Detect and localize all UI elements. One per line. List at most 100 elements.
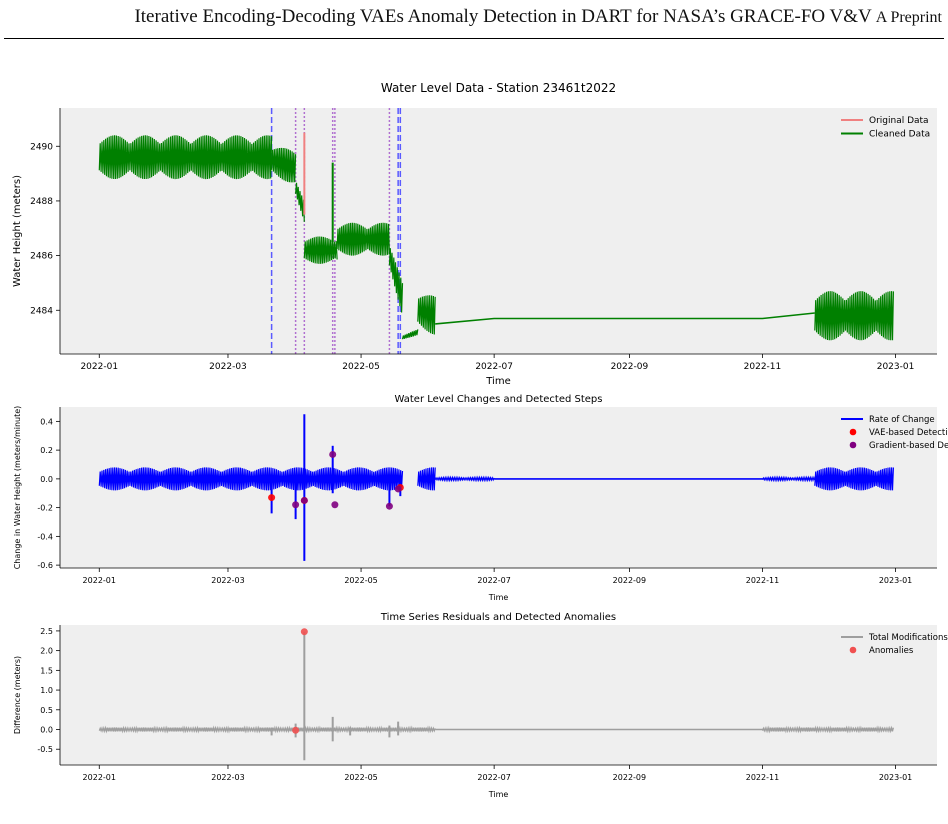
x-tick-label: 2023-01 — [879, 773, 912, 782]
legend-label: Total Modifications — [868, 633, 948, 643]
legend-label: Rate of Change — [869, 415, 935, 425]
data-segment — [401, 329, 419, 340]
legend-label: Gradient-based Detection — [869, 441, 948, 451]
detection-marker — [329, 450, 337, 458]
x-tick-label: 2022-01 — [83, 576, 116, 585]
legend-marker — [849, 441, 857, 449]
plot-area — [60, 625, 937, 765]
running-title-text: Iterative Encoding-Decoding VAEs Anomaly… — [134, 6, 872, 27]
x-tick-label: 2022-03 — [211, 773, 244, 782]
y-tick-label: 2.5 — [40, 627, 53, 636]
data-segment — [814, 467, 894, 491]
y-tick-label: 2490 — [30, 142, 53, 152]
y-axis-label: Difference (meters) — [13, 656, 22, 734]
x-tick-label: 2022-07 — [477, 576, 510, 585]
x-axis-label: Time — [488, 593, 509, 602]
data-segment — [761, 475, 816, 483]
legend-label: Anomalies — [869, 646, 914, 656]
y-tick-label: 2488 — [30, 197, 53, 207]
x-tick-label: 2022-03 — [209, 362, 247, 372]
chart-title: Time Series Residuals and Detected Anoma… — [380, 612, 616, 623]
data-segment — [303, 236, 338, 264]
y-tick-label: 1.0 — [40, 686, 53, 695]
detection-marker — [292, 726, 300, 734]
y-tick-label: -0.6 — [37, 561, 53, 570]
y-tick-label: 2.0 — [40, 647, 53, 656]
plot-area — [60, 407, 937, 568]
running-title: Iterative Encoding-Decoding VAEs Anomaly… — [134, 6, 942, 28]
x-tick-label: 2022-11 — [744, 362, 782, 372]
y-tick-label: 1.5 — [40, 666, 53, 675]
y-tick-label: -0.2 — [37, 504, 53, 513]
x-tick-label: 2022-09 — [611, 362, 649, 372]
y-tick-label: 2484 — [30, 306, 53, 316]
y-axis-label: Water Height (meters) — [12, 175, 23, 287]
y-tick-label: 0.2 — [40, 446, 53, 455]
x-tick-label: 2023-01 — [879, 576, 912, 585]
data-segment — [388, 248, 404, 313]
y-tick-label: 0.5 — [40, 706, 53, 715]
legend-label: VAE-based Detection — [869, 428, 948, 438]
x-tick-label: 2022-01 — [80, 362, 118, 372]
detection-marker — [394, 485, 402, 493]
data-connector — [435, 312, 815, 325]
header-rule — [4, 38, 944, 39]
legend-label: Cleaned Data — [869, 130, 930, 140]
data-segment — [98, 467, 404, 491]
detection-marker — [331, 501, 339, 509]
x-tick-label: 2022-07 — [475, 362, 513, 372]
plot-content — [98, 628, 894, 761]
data-segment — [336, 222, 390, 256]
x-axis-label: Time — [488, 790, 509, 799]
data-segment — [761, 725, 894, 734]
y-tick-label: -0.4 — [37, 532, 53, 541]
data-segment — [434, 475, 495, 483]
data-segment — [271, 147, 297, 183]
chart-panel-1: 2022-01 2022-03 2022-05 2022-07 2022-09 2022-… — [12, 81, 937, 387]
chart-panel-3: 2022-01 2022-03 2022-05 2022-07 2022-09 2022-… — [13, 612, 948, 799]
legend: Total Modifications Anomalies — [841, 633, 948, 656]
x-tick-label: 2022-09 — [613, 773, 646, 782]
legend: Original Data Cleaned Data — [841, 116, 930, 140]
data-segment — [417, 467, 436, 491]
y-tick-label: -0.5 — [37, 745, 53, 754]
legend-label: Original Data — [869, 116, 929, 126]
x-tick-label: 2022-05 — [344, 773, 377, 782]
x-tick-label: 2022-09 — [613, 576, 646, 585]
x-axis-label: Time — [485, 376, 510, 387]
x-tick-label: 2022-05 — [342, 362, 380, 372]
detection-marker — [300, 496, 308, 504]
chart-title: Water Level Changes and Detected Steps — [395, 394, 603, 405]
y-tick-label: 0.0 — [40, 726, 53, 735]
chart-title: Water Level Data - Station 23461t2022 — [381, 81, 616, 95]
legend-marker — [849, 428, 857, 436]
detection-marker — [292, 501, 300, 509]
detection-marker — [268, 494, 276, 502]
x-tick-label: 2022-11 — [746, 576, 779, 585]
y-tick-label: 0.4 — [40, 417, 53, 426]
plot-content — [98, 414, 894, 561]
x-tick-label: 2022-03 — [211, 576, 244, 585]
x-tick-label: 2022-01 — [83, 773, 116, 782]
x-tick-label: 2022-05 — [344, 576, 377, 585]
x-tick-label: 2022-07 — [477, 773, 510, 782]
data-segment — [98, 725, 436, 734]
plot-content — [98, 108, 894, 354]
detection-marker — [300, 628, 308, 636]
y-axis-label: Change in Water Height (meters/minute) — [13, 406, 22, 570]
legend-marker — [849, 646, 857, 654]
data-segment — [417, 295, 436, 335]
y-tick-label: 0.0 — [40, 475, 53, 484]
legend: Rate of Change VAE-based Detection Gradien… — [841, 415, 948, 451]
data-segment — [98, 135, 273, 180]
x-tick-label: 2023-01 — [877, 362, 915, 372]
running-title-suffix: A Preprint — [875, 9, 942, 26]
y-tick-label: 2486 — [30, 252, 53, 262]
detection-marker — [385, 502, 393, 510]
chart-panel-2: 2022-01 2022-03 2022-05 2022-07 2022-09 2022-… — [13, 394, 948, 602]
x-tick-label: 2022-11 — [746, 773, 779, 782]
data-segment — [295, 182, 305, 222]
page-header: Iterative Encoding-Decoding VAEs Anomaly… — [0, 0, 948, 40]
data-segment — [814, 291, 894, 341]
